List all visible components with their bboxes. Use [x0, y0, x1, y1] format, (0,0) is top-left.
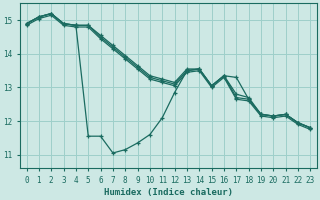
- X-axis label: Humidex (Indice chaleur): Humidex (Indice chaleur): [104, 188, 233, 197]
